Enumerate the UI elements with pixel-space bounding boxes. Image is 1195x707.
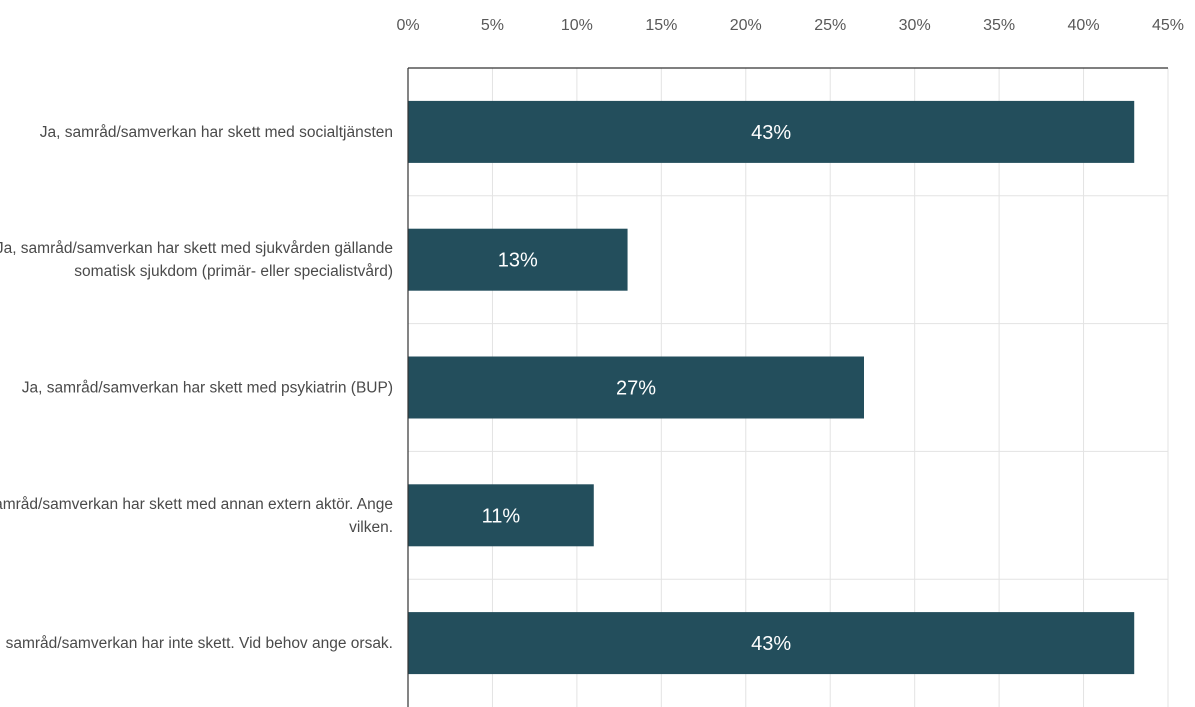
data-label: 43% <box>751 122 791 144</box>
data-label: 43% <box>751 633 791 655</box>
x-tick-label: 20% <box>730 17 762 34</box>
x-tick-label: 5% <box>481 17 504 34</box>
category-label: Ja, samråd/samverkan har skett med annan… <box>0 496 393 513</box>
x-tick-label: 45% <box>1152 17 1184 34</box>
x-tick-label: 40% <box>1068 17 1100 34</box>
bar <box>408 612 1135 675</box>
category-label: vilken. <box>349 519 393 536</box>
x-tick-label: 25% <box>814 17 846 34</box>
bar <box>408 228 628 291</box>
x-tick-label: 15% <box>645 17 677 34</box>
bar <box>408 356 864 419</box>
data-label: 11% <box>482 505 521 527</box>
category-label: Ja, samråd/samverkan har skett med socia… <box>40 124 393 141</box>
bar <box>408 484 594 547</box>
bars: 43% 13% 27% 11% 43% <box>408 100 1135 675</box>
category-label: Nej, samråd/samverkan har inte skett. Vi… <box>0 635 393 652</box>
bar <box>408 100 1135 163</box>
x-tick-label: 35% <box>983 17 1015 34</box>
x-axis-ticks: 0% 5% 10% 15% 20% 25% 30% 35% 40% 45% <box>396 17 1184 34</box>
data-label: 13% <box>498 250 538 272</box>
x-tick-label: 0% <box>396 17 419 34</box>
category-labels: Ja, samråd/samverkan har skett med socia… <box>0 124 393 652</box>
category-label: Ja, samråd/samverkan har skett med psyki… <box>22 380 393 397</box>
data-label: 27% <box>616 378 656 400</box>
x-tick-label: 30% <box>899 17 931 34</box>
x-tick-label: 10% <box>561 17 593 34</box>
category-label: somatisk sjukdom (primär- eller speciali… <box>74 263 393 280</box>
category-label: Ja, samråd/samverkan har skett med sjukv… <box>0 240 393 257</box>
